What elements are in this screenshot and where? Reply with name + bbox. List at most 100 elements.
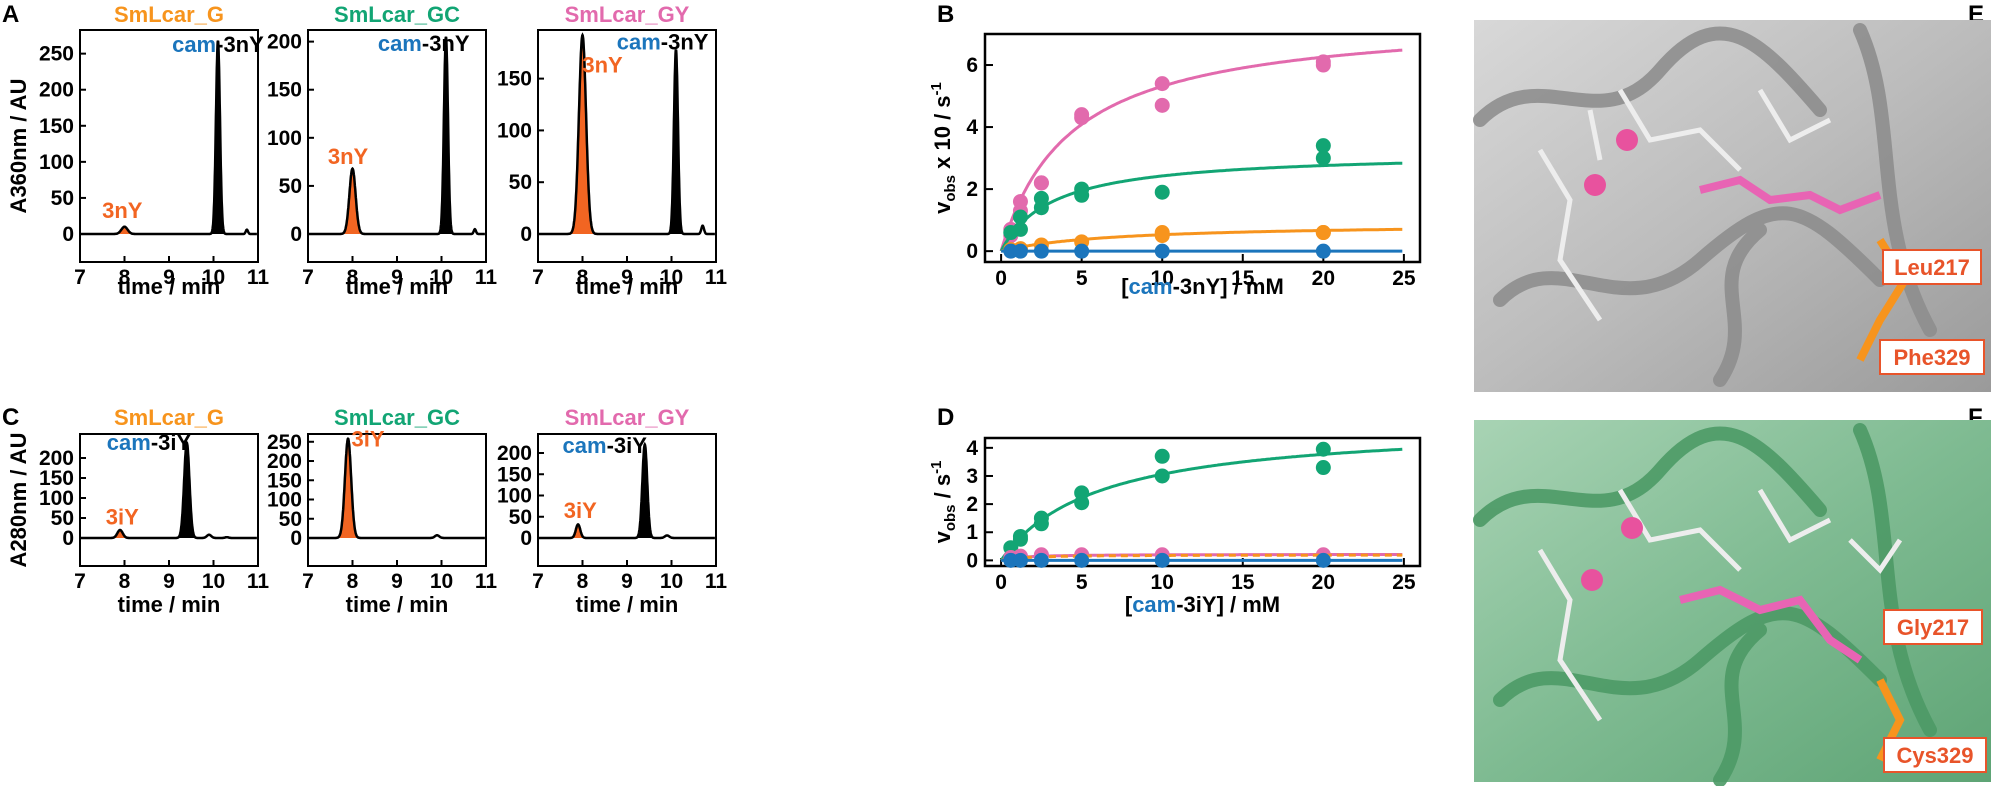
x-tick-label: 7: [532, 570, 544, 593]
panel-title: SmLcar_GC: [334, 2, 460, 27]
data-point: [1315, 225, 1331, 241]
panel-label-b: B: [937, 1, 954, 28]
residue-label-box-phe329: [1879, 339, 1985, 375]
trace-line: [308, 437, 485, 540]
metal-ion-1: [1616, 129, 1638, 151]
y-tick-label: 50: [279, 175, 302, 198]
panel-title: SmLcar_G: [114, 405, 224, 430]
data-point: [1315, 243, 1331, 259]
x-tick-label: 5: [1076, 571, 1088, 594]
trace-line: [538, 32, 715, 236]
x-tick-label: 8: [347, 570, 359, 593]
compound-label: cam-3iY: [107, 430, 192, 455]
x-tick-label: 11: [475, 266, 498, 289]
y-tick-label: 200: [39, 447, 74, 470]
y-tick-label: 150: [267, 79, 302, 102]
data-point: [1154, 97, 1170, 113]
data-point: [1012, 243, 1028, 259]
data-point: [1315, 54, 1331, 70]
x-tick-label: 11: [247, 266, 270, 289]
residue-label-leu217: Leu217: [1894, 255, 1970, 280]
x-tick-label: 8: [577, 266, 589, 289]
x-tick-label: 7: [74, 570, 86, 593]
x-tick-label: 9: [391, 266, 403, 289]
y-tick-label: 150: [39, 115, 74, 138]
metal-ion-4: [1581, 569, 1603, 591]
data-point: [1033, 552, 1049, 568]
y-tick-label: 2: [966, 178, 978, 201]
y-tick-label: 100: [39, 487, 74, 510]
x-tick-label: 7: [74, 266, 86, 289]
data-point: [1154, 552, 1170, 568]
x-axis-label: [cam-3iY] / mM: [1125, 592, 1280, 617]
data-point: [1315, 150, 1331, 166]
kinetics-plot-3ny: 0 5 10 15 20 25 0 2 4 6 [cam-3nY] / mM vobs x 10 / …: [928, 32, 1422, 299]
data-point: [1033, 510, 1049, 526]
y-tick-label: 0: [966, 240, 978, 263]
peak: [437, 36, 454, 234]
compound-label: cam-3iY: [563, 433, 648, 458]
x-tick-label: 15: [1231, 267, 1255, 290]
x-tick-label: 11: [705, 266, 728, 289]
y-tick-label: 0: [520, 223, 532, 246]
plot-frame: [79, 29, 259, 263]
y-tick-label: 50: [509, 506, 532, 529]
compound-label: cam-3nY: [172, 32, 264, 57]
x-axis-label: time / min: [118, 274, 221, 299]
data-point: [1074, 181, 1090, 197]
y-tick-label: 50: [51, 507, 74, 530]
y-tick-label: 2: [966, 493, 978, 516]
data-point: [1012, 194, 1028, 210]
plot-frame: [537, 29, 717, 263]
peak-label: 3iY: [564, 498, 597, 523]
peak: [176, 442, 198, 538]
y-tick-label: 250: [39, 43, 74, 66]
x-axis-label: time / min: [576, 592, 679, 617]
y-tick-label: 150: [267, 469, 302, 492]
peak: [209, 40, 226, 235]
data-point: [1154, 76, 1170, 92]
y-tick-label: 1: [966, 521, 978, 544]
trace-line: [538, 441, 715, 540]
residue-label-box-cys329: [1883, 737, 1987, 773]
peak: [340, 168, 365, 234]
x-tick-label: 8: [577, 570, 589, 593]
peak-label: 3nY: [102, 198, 143, 223]
data-point: [1012, 528, 1028, 544]
y-axis-label: A360nm / AU: [6, 79, 31, 214]
panel-title: SmLcar_GC: [334, 405, 460, 430]
sticks-e: [1537, 88, 1832, 322]
panel-label-d: D: [937, 404, 954, 431]
panel-title: SmLcar_GY: [565, 405, 690, 430]
x-tick-label: 10: [660, 570, 683, 593]
compound-label: cam-3nY: [617, 30, 709, 55]
x-axis-label: time / min: [118, 592, 221, 617]
peak: [112, 226, 137, 234]
y-tick-label: 4: [966, 437, 978, 460]
data-point: [1033, 243, 1049, 259]
fit-line: [1000, 553, 1403, 562]
peak: [109, 530, 131, 538]
y-tick-label: 150: [497, 68, 532, 91]
panel-label-a: A: [2, 1, 19, 28]
x-tick-label: 10: [1151, 267, 1174, 290]
x-axis-label: [cam-3nY] / mM: [1121, 274, 1284, 299]
peak-label: 3iY: [106, 504, 139, 529]
x-tick-label: 25: [1392, 267, 1416, 290]
data-point: [1074, 243, 1090, 259]
plot-frame: [983, 436, 1422, 568]
x-tick-label: 9: [163, 570, 175, 593]
x-tick-label: 8: [119, 570, 131, 593]
x-tick-label: 7: [532, 266, 544, 289]
x-tick-label: 7: [302, 266, 314, 289]
peak-label: 3nY: [328, 144, 369, 169]
trace-line: [80, 40, 257, 236]
data-point: [1012, 221, 1028, 237]
peak: [635, 444, 655, 538]
y-tick-label: 0: [62, 527, 74, 550]
y-tick-label: 150: [497, 463, 532, 486]
